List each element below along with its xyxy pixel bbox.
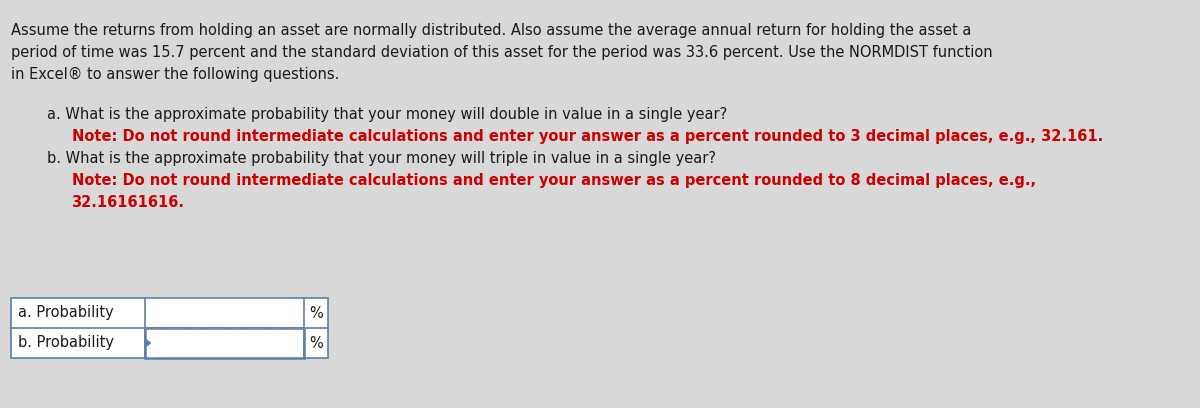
Text: Assume the returns from holding an asset are normally distributed. Also assume t: Assume the returns from holding an asset… [11, 23, 972, 38]
Polygon shape [145, 339, 151, 347]
Text: Note: Do not round intermediate calculations and enter your answer as a percent : Note: Do not round intermediate calculat… [72, 129, 1103, 144]
Bar [11, 298, 329, 358]
Text: in Excel® to answer the following questions.: in Excel® to answer the following questi… [11, 67, 340, 82]
Text: 32.16161616.: 32.16161616. [72, 195, 185, 210]
Bar [145, 328, 305, 358]
Text: a. Probability: a. Probability [18, 306, 114, 321]
Text: %: % [310, 306, 323, 321]
Text: b. Probability: b. Probability [18, 335, 114, 350]
Text: Note: Do not round intermediate calculations and enter your answer as a percent : Note: Do not round intermediate calculat… [72, 173, 1036, 188]
Text: %: % [310, 335, 323, 350]
Text: period of time was 15.7 percent and the standard deviation of this asset for the: period of time was 15.7 percent and the … [11, 45, 992, 60]
Text: a. What is the approximate probability that your money will double in value in a: a. What is the approximate probability t… [48, 107, 727, 122]
Text: b. What is the approximate probability that your money will triple in value in a: b. What is the approximate probability t… [48, 151, 716, 166]
